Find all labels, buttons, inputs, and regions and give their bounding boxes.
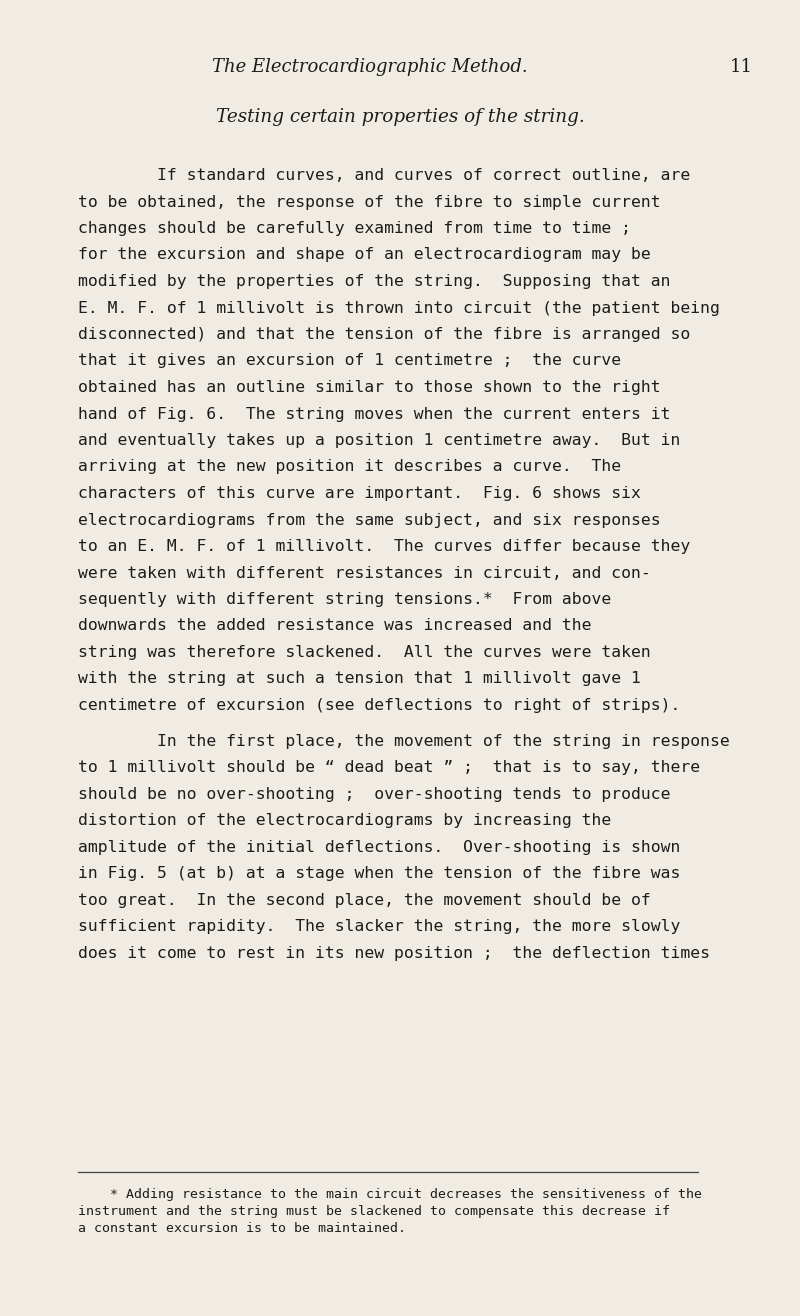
Text: to be obtained, the response of the fibre to simple current: to be obtained, the response of the fibr…	[78, 195, 661, 209]
Text: arriving at the new position it describes a curve.  The: arriving at the new position it describe…	[78, 459, 621, 475]
Text: string was therefore slackened.  All the curves were taken: string was therefore slackened. All the …	[78, 645, 650, 661]
Text: modified by the properties of the string.  Supposing that an: modified by the properties of the string…	[78, 274, 670, 290]
Text: a constant excursion is to be maintained.: a constant excursion is to be maintained…	[78, 1223, 406, 1234]
Text: sequently with different string tensions.*  From above: sequently with different string tensions…	[78, 592, 611, 607]
Text: changes should be carefully examined from time to time ;: changes should be carefully examined fro…	[78, 221, 631, 236]
Text: disconnected) and that the tension of the fibre is arranged so: disconnected) and that the tension of th…	[78, 326, 690, 342]
Text: centimetre of excursion (see deflections to right of strips).: centimetre of excursion (see deflections…	[78, 697, 680, 713]
Text: and eventually takes up a position 1 centimetre away.  But in: and eventually takes up a position 1 cen…	[78, 433, 680, 447]
Text: in Fig. 5 (at b) at a stage when the tension of the fibre was: in Fig. 5 (at b) at a stage when the ten…	[78, 866, 680, 882]
Text: obtained has an outline similar to those shown to the right: obtained has an outline similar to those…	[78, 380, 661, 395]
Text: Testing certain properties of the string.: Testing certain properties of the string…	[216, 108, 584, 126]
Text: * Adding resistance to the main circuit decreases the sensitiveness of the: * Adding resistance to the main circuit …	[78, 1188, 702, 1202]
Text: to 1 millivolt should be “ dead beat ” ;  that is to say, there: to 1 millivolt should be “ dead beat ” ;…	[78, 761, 700, 775]
Text: characters of this curve are important.  Fig. 6 shows six: characters of this curve are important. …	[78, 486, 641, 501]
Text: hand of Fig. 6.  The string moves when the current enters it: hand of Fig. 6. The string moves when th…	[78, 407, 670, 421]
Text: 11: 11	[730, 58, 753, 76]
Text: that it gives an excursion of 1 centimetre ;  the curve: that it gives an excursion of 1 centimet…	[78, 354, 621, 368]
Text: The Electrocardiographic Method.: The Electrocardiographic Method.	[212, 58, 528, 76]
Text: electrocardiograms from the same subject, and six responses: electrocardiograms from the same subject…	[78, 512, 661, 528]
Text: distortion of the electrocardiograms by increasing the: distortion of the electrocardiograms by …	[78, 813, 611, 828]
Text: E. M. F. of 1 millivolt is thrown into circuit (the patient being: E. M. F. of 1 millivolt is thrown into c…	[78, 300, 720, 316]
Text: too great.  In the second place, the movement should be of: too great. In the second place, the move…	[78, 892, 650, 908]
Text: does it come to rest in its new position ;  the deflection times: does it come to rest in its new position…	[78, 946, 710, 961]
Text: If standard curves, and curves of correct outline, are: If standard curves, and curves of correc…	[78, 168, 690, 183]
Text: In the first place, the movement of the string in response: In the first place, the movement of the …	[78, 734, 730, 749]
Text: with the string at such a tension that 1 millivolt gave 1: with the string at such a tension that 1…	[78, 671, 641, 687]
Text: to an E. M. F. of 1 millivolt.  The curves differ because they: to an E. M. F. of 1 millivolt. The curve…	[78, 540, 690, 554]
Text: were taken with different resistances in circuit, and con-: were taken with different resistances in…	[78, 566, 650, 580]
Text: should be no over-shooting ;  over-shooting tends to produce: should be no over-shooting ; over-shooti…	[78, 787, 670, 801]
Text: for the excursion and shape of an electrocardiogram may be: for the excursion and shape of an electr…	[78, 247, 650, 262]
Text: downwards the added resistance was increased and the: downwards the added resistance was incre…	[78, 619, 591, 633]
Text: instrument and the string must be slackened to compensate this decrease if: instrument and the string must be slacke…	[78, 1205, 670, 1219]
Text: sufficient rapidity.  The slacker the string, the more slowly: sufficient rapidity. The slacker the str…	[78, 920, 680, 934]
Text: amplitude of the initial deflections.  Over-shooting is shown: amplitude of the initial deflections. Ov…	[78, 840, 680, 855]
